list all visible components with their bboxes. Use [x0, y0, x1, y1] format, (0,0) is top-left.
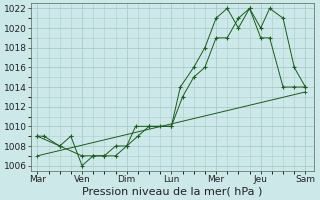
X-axis label: Pression niveau de la mer( hPa ): Pression niveau de la mer( hPa ) [82, 187, 263, 197]
